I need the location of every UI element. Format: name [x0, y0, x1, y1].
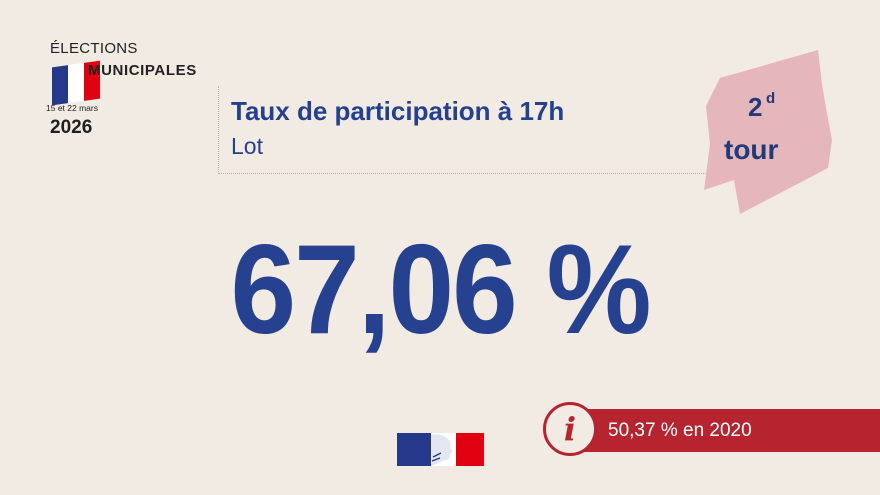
- round-superscript: d: [766, 90, 776, 107]
- page-title: Taux de participation à 17h: [231, 96, 565, 126]
- round-badge: 2 d tour: [700, 48, 840, 218]
- logo-dates: 15 et 22 mars: [46, 103, 98, 113]
- elections-logo: ÉLECTIONS MUNICIPALES 15 et 22 mars 2026: [46, 40, 216, 145]
- logo-title: ÉLECTIONS: [50, 40, 138, 57]
- marianne-logo: [397, 433, 484, 466]
- header: Taux de participation à 17h Lot: [218, 86, 716, 174]
- logo-year: 2026: [50, 117, 93, 138]
- previous-turnout-text: 50,37 % en 2020: [608, 420, 752, 441]
- info-icon: i: [543, 402, 597, 456]
- round-number: 2: [748, 92, 763, 122]
- brush-stroke-background: [704, 50, 832, 214]
- place-name: Lot: [231, 133, 263, 159]
- previous-turnout-bar: 50,37 % en 2020: [570, 409, 880, 452]
- turnout-value: 67,06 %: [230, 218, 652, 362]
- logo-subtitle: MUNICIPALES: [88, 62, 197, 79]
- marianne-profile-icon: [431, 434, 453, 466]
- round-label: tour: [724, 134, 779, 165]
- info-icon-glyph: i: [563, 410, 577, 448]
